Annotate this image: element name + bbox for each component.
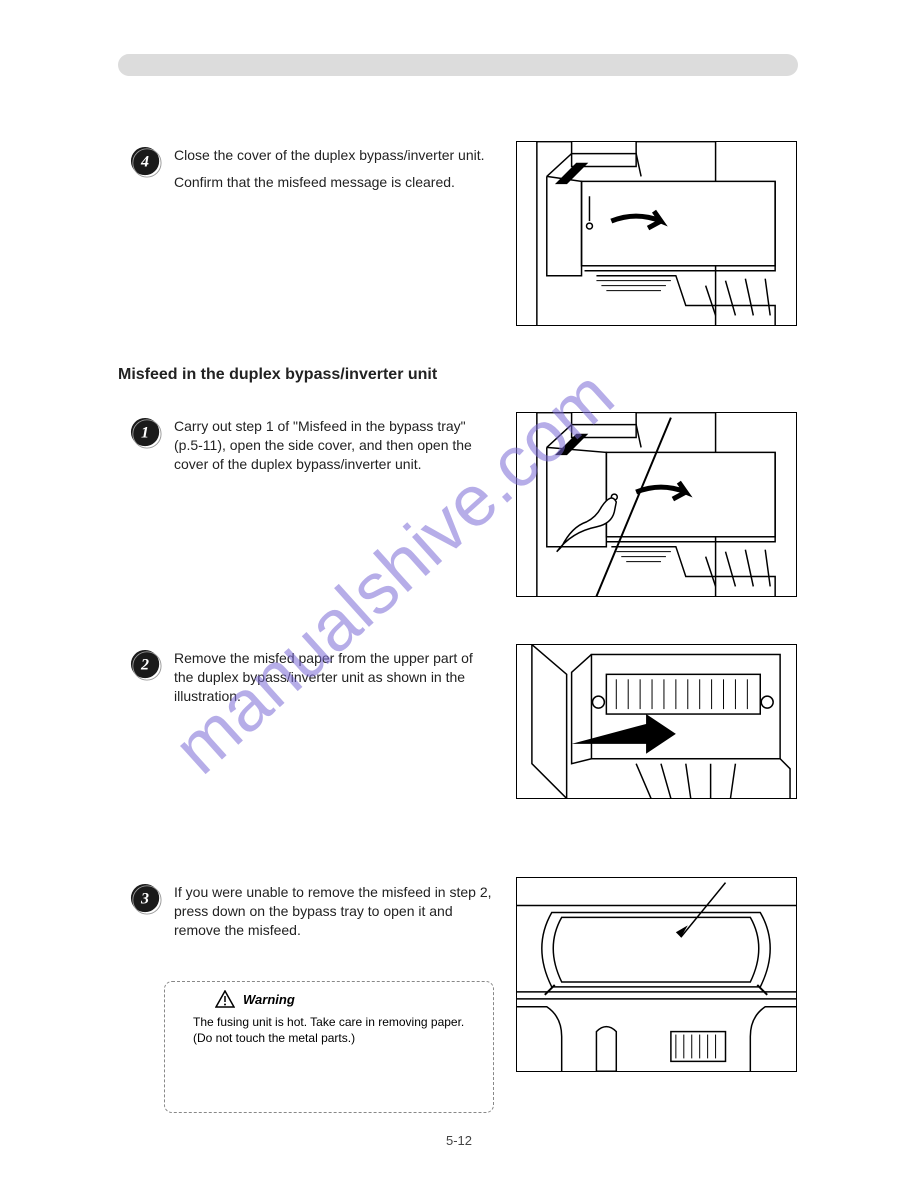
- svg-text:4: 4: [140, 154, 149, 171]
- step-badge-2: 2: [130, 649, 162, 681]
- step-badge-4: 4: [130, 146, 162, 178]
- section-title: Misfeed in the duplex bypass/inverter un…: [118, 366, 437, 384]
- step-2-text: Remove the misfed paper from the upper p…: [174, 649, 494, 706]
- warning-label: Warning: [243, 992, 295, 1007]
- svg-text:1: 1: [141, 425, 149, 442]
- figure-2: [516, 644, 797, 799]
- step-badge-3: 3: [130, 883, 162, 915]
- figure-3: [516, 877, 797, 1072]
- svg-text:3: 3: [140, 891, 149, 908]
- figure-4: [516, 141, 797, 326]
- svg-text:2: 2: [140, 657, 149, 674]
- figure-1: [516, 412, 797, 597]
- step-4-line2: Confirm that the misfeed message is clea…: [174, 173, 494, 192]
- warning-icon: [215, 990, 235, 1013]
- warning-text: The fusing unit is hot. Take care in rem…: [193, 1014, 473, 1046]
- step-4-text: Close the cover of the duplex bypass/inv…: [174, 146, 494, 192]
- step-4-line1: Close the cover of the duplex bypass/inv…: [174, 146, 494, 165]
- page-number: 5-12: [446, 1133, 472, 1148]
- step-3-text: If you were unable to remove the misfeed…: [174, 883, 494, 940]
- step-1-text: Carry out step 1 of "Misfeed in the bypa…: [174, 417, 494, 474]
- warning-box: Warning The fusing unit is hot. Take car…: [164, 981, 494, 1113]
- step-badge-1: 1: [130, 417, 162, 449]
- header-bar: [118, 54, 798, 76]
